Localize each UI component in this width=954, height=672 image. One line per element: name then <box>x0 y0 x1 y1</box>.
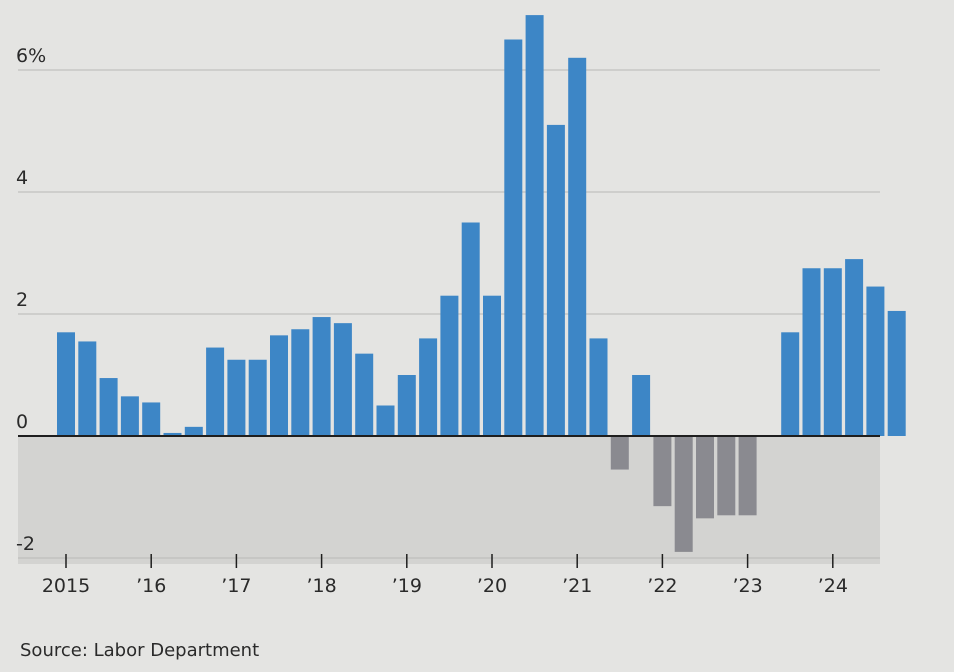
bar <box>163 432 182 436</box>
bars <box>57 15 906 552</box>
bar <box>184 426 203 436</box>
bar <box>610 436 629 470</box>
bar <box>312 317 331 436</box>
bar <box>802 268 821 436</box>
x-axis-labels: 2015 ’16 ’17 ’18 ’19 ’20 ’21 ’22 ’23 ’24 <box>42 575 848 597</box>
x-tick-label: ’20 <box>477 575 507 597</box>
bar <box>142 402 161 436</box>
bar <box>525 15 544 436</box>
bar <box>376 405 395 436</box>
x-tick-label: ’24 <box>818 575 848 597</box>
bar <box>291 329 310 436</box>
bar <box>120 396 139 436</box>
bar <box>845 259 864 436</box>
bar <box>738 436 757 516</box>
y-tick-label: -2 <box>16 533 35 555</box>
bar <box>589 338 608 436</box>
y-tick-label: 0 <box>16 411 28 433</box>
bar <box>632 375 651 436</box>
bar <box>57 332 75 436</box>
y-tick-label: 6% <box>16 45 46 67</box>
x-axis-ticks <box>65 554 834 568</box>
bar <box>717 436 736 516</box>
y-tick-label: 2 <box>16 289 28 311</box>
x-tick-label: ’19 <box>392 575 422 597</box>
source-note: Source: Labor Department <box>20 640 259 661</box>
x-tick-label: ’18 <box>306 575 336 597</box>
y-axis-labels: 6% 4 2 0 -2 <box>16 45 46 555</box>
bar <box>653 436 672 507</box>
bar <box>823 268 842 436</box>
bar <box>270 335 288 436</box>
bar <box>333 323 352 436</box>
negative-band <box>18 436 880 564</box>
x-tick-label: 2015 <box>42 575 90 597</box>
bar <box>546 124 565 437</box>
bar <box>78 341 97 436</box>
y-tick-label: 4 <box>16 167 28 189</box>
bar <box>504 39 523 436</box>
x-tick-label: ’23 <box>732 575 762 597</box>
bar <box>397 375 416 436</box>
bar <box>227 359 246 436</box>
bar <box>674 436 693 552</box>
bar <box>866 286 885 436</box>
x-tick-label: ’16 <box>136 575 166 597</box>
bar <box>99 378 118 436</box>
bar <box>461 222 480 436</box>
x-tick-label: ’22 <box>647 575 677 597</box>
bar <box>206 347 225 436</box>
bar <box>781 332 800 436</box>
bar <box>887 310 906 436</box>
bar <box>248 359 267 436</box>
x-tick-label: ’21 <box>562 575 592 597</box>
bar <box>440 295 459 436</box>
bar <box>568 57 587 437</box>
x-tick-label: ’17 <box>221 575 251 597</box>
bar <box>483 295 501 436</box>
bar <box>419 338 438 436</box>
bar <box>355 353 374 436</box>
bar <box>696 436 714 519</box>
